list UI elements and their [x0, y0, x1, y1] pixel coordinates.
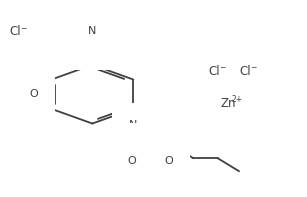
Text: −: − [20, 24, 26, 33]
Text: −: − [250, 63, 256, 72]
Text: Cl: Cl [239, 65, 251, 78]
Text: O: O [165, 156, 173, 166]
Text: S: S [147, 140, 154, 150]
Text: Zn: Zn [221, 97, 236, 110]
Text: Cl: Cl [208, 65, 220, 78]
Text: O: O [29, 89, 38, 99]
Text: N: N [88, 44, 97, 54]
Text: O: O [128, 156, 137, 166]
Text: N: N [88, 26, 97, 36]
Text: +: + [99, 41, 105, 50]
Text: N: N [129, 120, 138, 129]
Text: Cl: Cl [9, 25, 21, 38]
Text: 2+: 2+ [231, 95, 243, 104]
Text: −: − [219, 63, 226, 72]
